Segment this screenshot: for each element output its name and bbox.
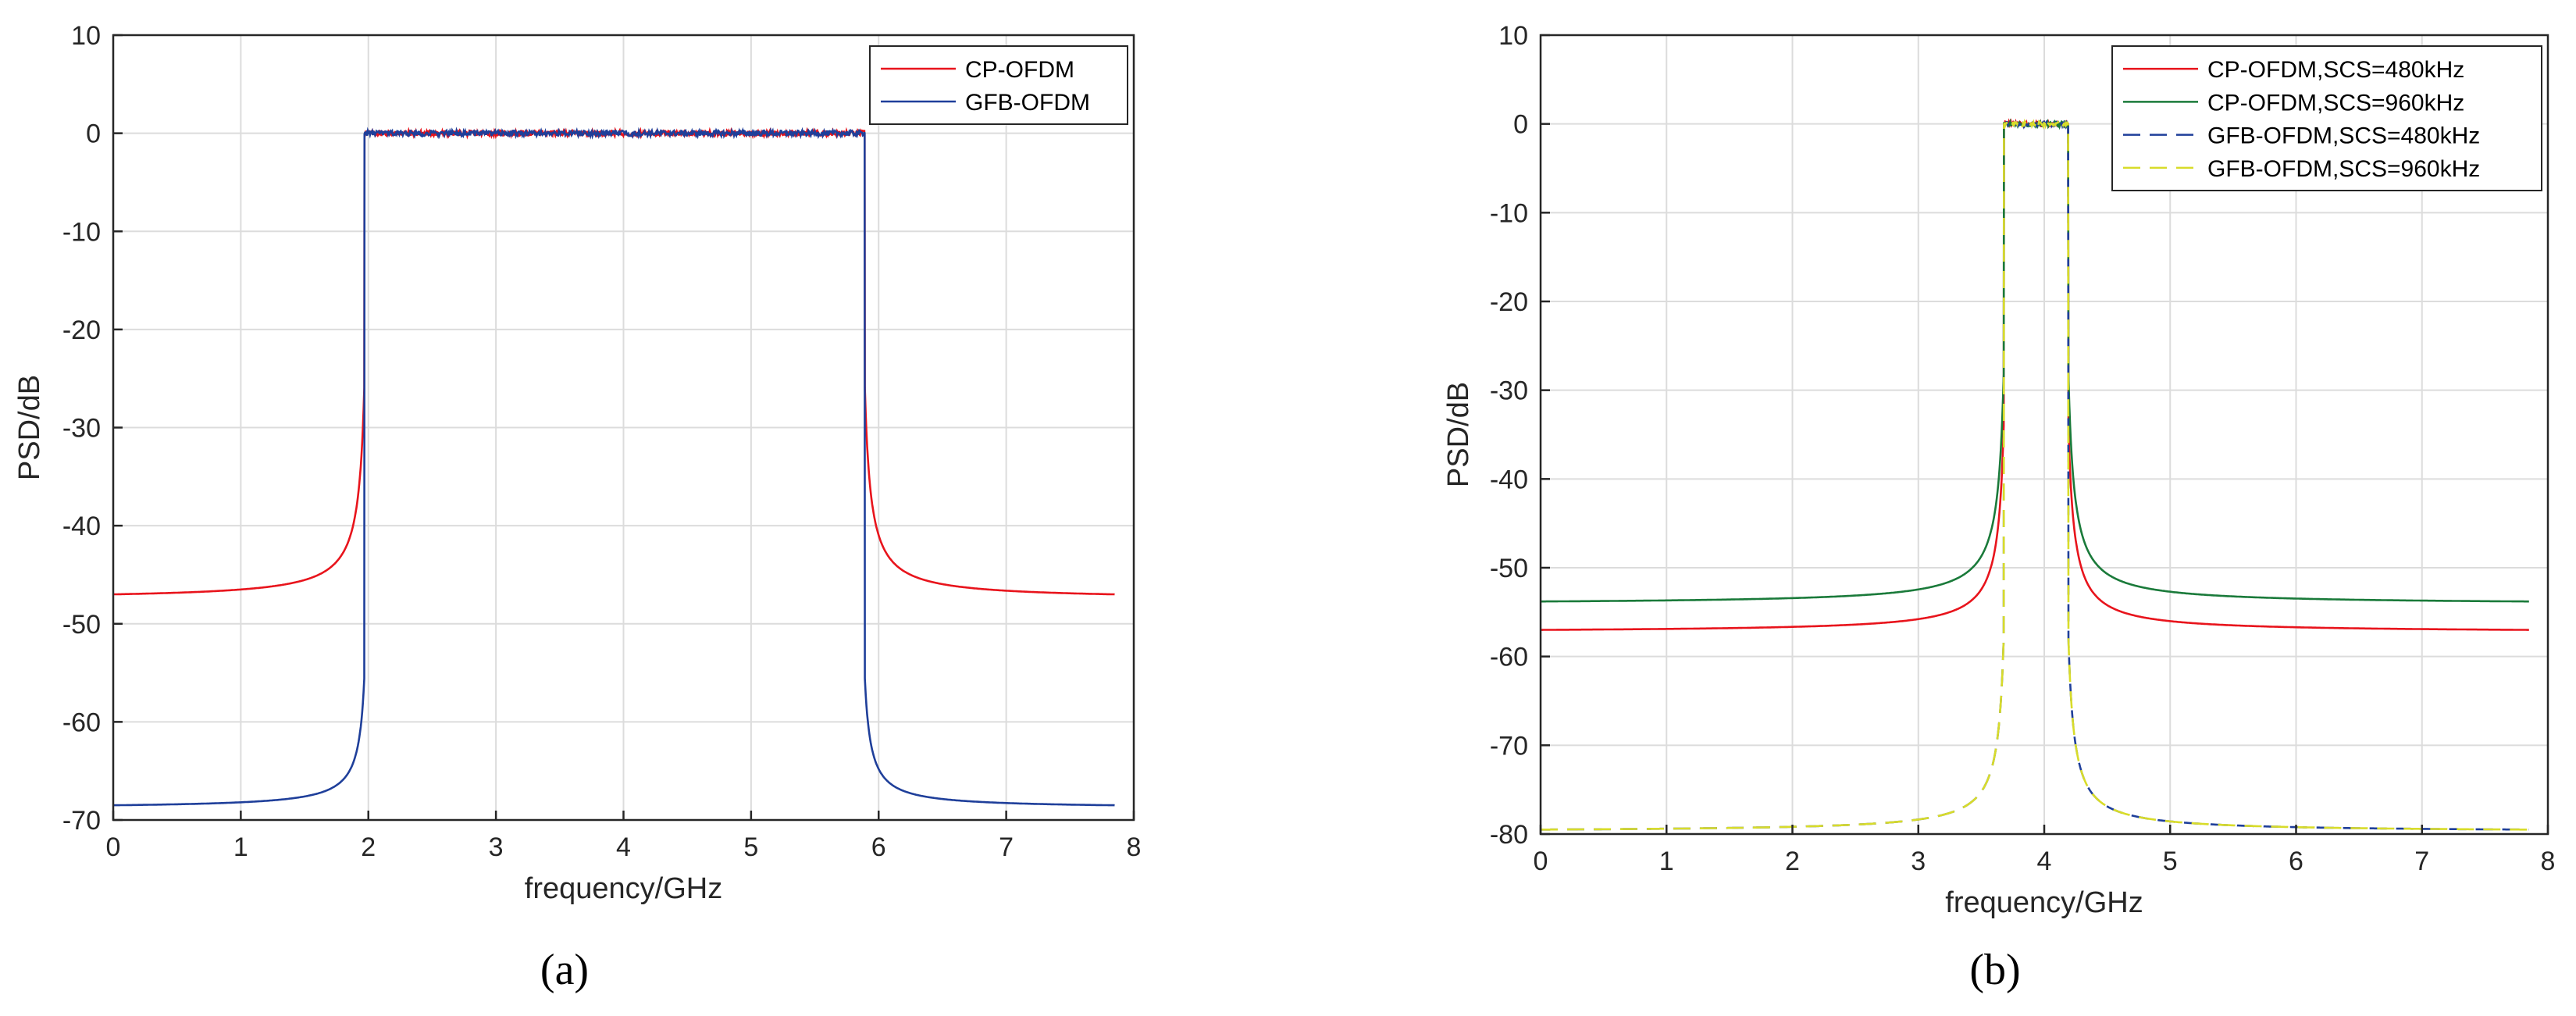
y-tick-label: -10 xyxy=(62,217,101,247)
x-tick-label: 8 xyxy=(2541,847,2556,876)
x-tick-label: 2 xyxy=(1785,847,1800,876)
y-tick-label: -70 xyxy=(1490,731,1528,761)
x-tick-label: 3 xyxy=(489,832,504,862)
x-tick-label: 6 xyxy=(2289,847,2303,876)
x-tick-label: 3 xyxy=(1911,847,1926,876)
y-tick-label: -40 xyxy=(62,512,101,541)
legend-label: GFB-OFDM xyxy=(965,90,1090,116)
series-line-gfb-ofdm-scs-960khz xyxy=(1541,118,2529,831)
y-tick-label: -60 xyxy=(1490,643,1528,672)
y-tick-label: 0 xyxy=(1513,110,1528,140)
y-axis-label: PSD/dB xyxy=(13,375,46,480)
series-line-gfb-ofdm xyxy=(112,127,1115,807)
y-tick-label: -20 xyxy=(62,315,101,345)
panel-caption: (b) xyxy=(1969,946,2020,994)
y-tick-label: -50 xyxy=(1490,554,1528,583)
x-tick-label: 4 xyxy=(616,832,631,862)
x-tick-label: 0 xyxy=(1534,847,1548,876)
x-tick-label: 1 xyxy=(233,832,248,862)
x-tick-label: 0 xyxy=(106,832,121,862)
legend-label: CP-OFDM,SCS=480kHz xyxy=(2207,57,2464,83)
x-tick-label: 2 xyxy=(361,832,376,862)
y-tick-label: -10 xyxy=(1490,198,1528,228)
y-tick-label: -30 xyxy=(62,414,101,444)
y-tick-label: -70 xyxy=(62,806,101,836)
legend-label: CP-OFDM,SCS=960kHz xyxy=(2207,90,2464,116)
x-tick-label: 7 xyxy=(999,832,1014,862)
x-tick-label: 5 xyxy=(2163,847,2178,876)
y-axis-label: PSD/dB xyxy=(1442,382,1475,487)
y-tick-label: 0 xyxy=(86,119,101,149)
legend-label: GFB-OFDM,SCS=960kHz xyxy=(2207,156,2480,182)
legend-box xyxy=(2111,45,2542,191)
x-tick-label: 7 xyxy=(2414,847,2429,876)
y-tick-label: -40 xyxy=(1490,465,1528,494)
y-tick-label: -60 xyxy=(62,708,101,737)
y-tick-label: -50 xyxy=(62,610,101,640)
x-tick-label: 8 xyxy=(1127,832,1142,862)
x-tick-label: 4 xyxy=(2037,847,2052,876)
chart-panel-a: 0 1 2 3 4 5 6 7 8 10 0 -10 -20 -30 -40 -50 -60 -70 frequen… xyxy=(13,21,1141,994)
x-axis-label: frequency/GHz xyxy=(1945,886,2143,919)
y-tick-label: 10 xyxy=(71,21,101,51)
y-tick-label: -30 xyxy=(1490,376,1528,406)
x-axis-label: frequency/GHz xyxy=(525,872,722,905)
y-tick-label: 10 xyxy=(1498,21,1528,51)
legend-label: GFB-OFDM,SCS=480kHz xyxy=(2207,123,2480,149)
panel-caption: (a) xyxy=(540,946,589,994)
x-tick-label: 1 xyxy=(1659,847,1674,876)
x-tick-label: 5 xyxy=(743,832,758,862)
chart-panel-b: 0 1 2 3 4 5 6 7 8 10 0 -10 -20 -30 -40 -50 -60 -70 -80 freq… xyxy=(1442,21,2555,994)
legend-box xyxy=(869,45,1128,125)
x-tick-label: 6 xyxy=(871,832,886,862)
legend-label: CP-OFDM xyxy=(965,57,1074,83)
y-tick-label: -20 xyxy=(1490,287,1528,317)
y-tick-label: -80 xyxy=(1490,820,1528,850)
